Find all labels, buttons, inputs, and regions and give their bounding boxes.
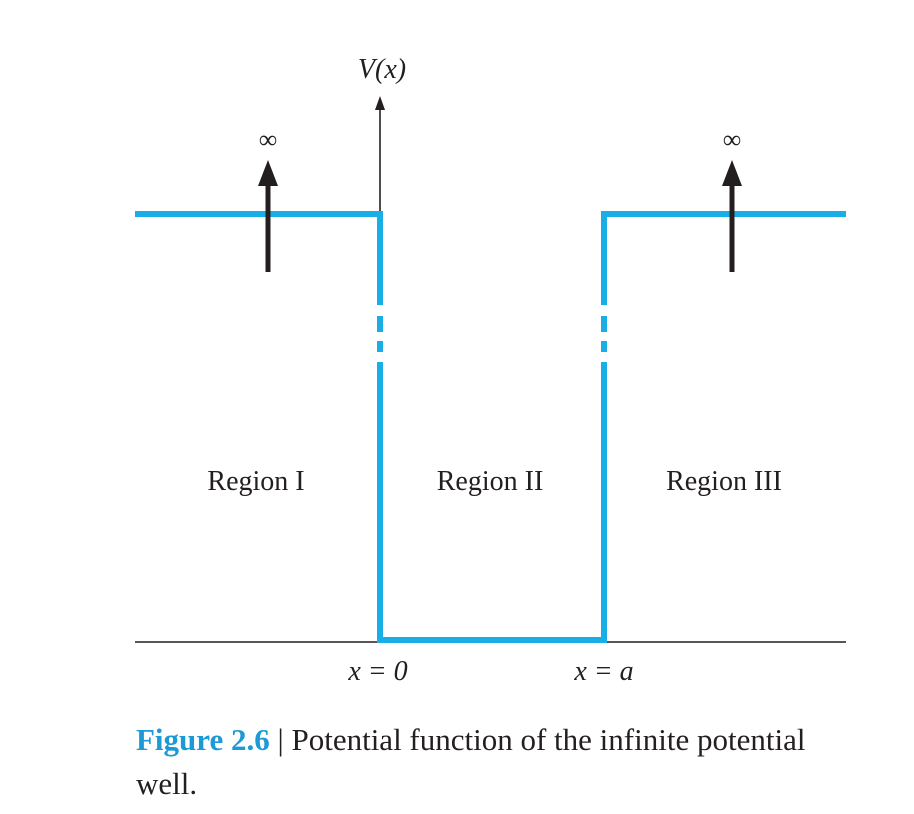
infinity-arrow-right: ∞ — [722, 125, 742, 272]
boundary-label-xa: x = a — [573, 656, 633, 687]
potential-curve — [135, 211, 846, 643]
boundary-label-x0: x = 0 — [347, 656, 407, 687]
infinity-arrow-left: ∞ — [258, 125, 278, 272]
caption-text: Potential function of the infinite poten… — [136, 722, 806, 801]
region-label-1: Region I — [207, 466, 304, 497]
caption-separator: | — [277, 722, 284, 757]
figure-number: Figure 2.6 — [136, 722, 270, 757]
infinity-label-right: ∞ — [723, 125, 742, 154]
figure-caption: Figure 2.6 | Potential function of the i… — [136, 718, 836, 806]
y-axis-arrowhead — [375, 96, 385, 110]
region-label-2: Region II — [437, 466, 544, 497]
infinity-label-left: ∞ — [259, 125, 278, 154]
region-label-3: Region III — [666, 466, 782, 497]
y-axis-label: V(x) — [358, 54, 406, 85]
